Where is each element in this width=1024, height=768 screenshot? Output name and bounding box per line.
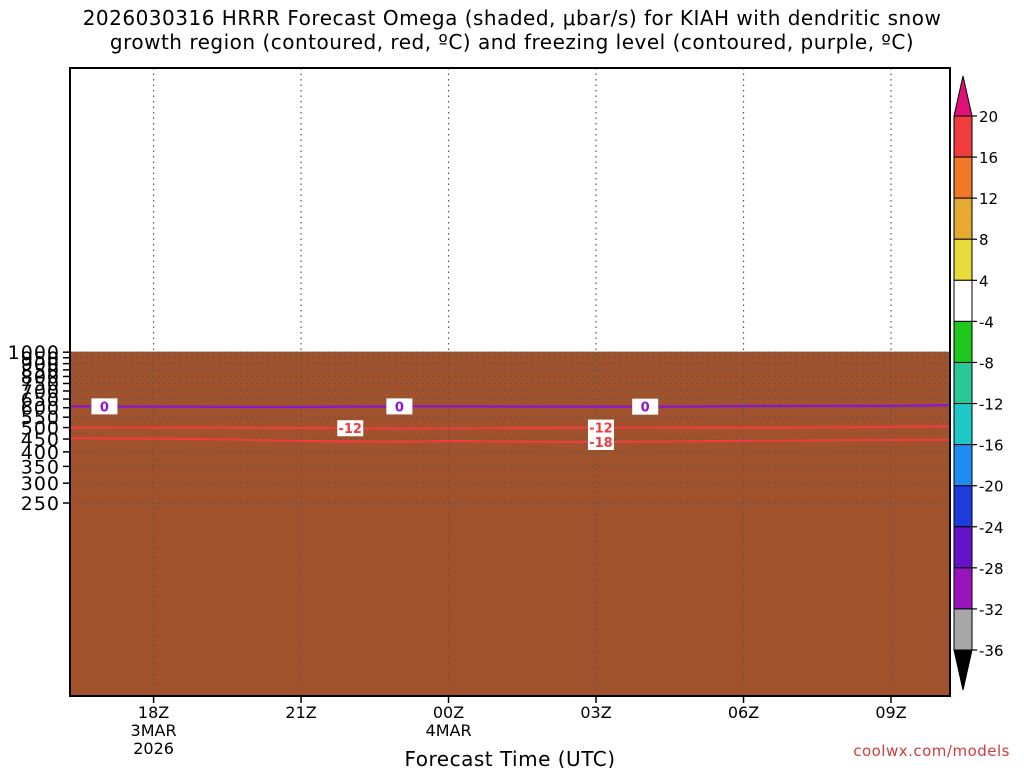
- isotherm-0-label-2: 0: [641, 401, 650, 416]
- y-tick-label-400: 400: [21, 442, 60, 464]
- colorbar-bin-2: [953, 197, 973, 240]
- colorbar-bottom-arrow: [953, 649, 973, 691]
- colorbar-bin-10: [953, 526, 973, 569]
- colorbar-label-bottom: -36: [979, 642, 1004, 660]
- y-tick-label-350: 350: [21, 456, 60, 478]
- x-tick-label-06Z: 06Z: [728, 703, 759, 722]
- colorbar-label-1: 16: [979, 149, 998, 167]
- colorbar-bin-9: [953, 485, 973, 528]
- isotherm--12-label-0: -12: [338, 422, 362, 437]
- ground-strip: [70, 351, 950, 696]
- isotherm--12-label-1: -12: [589, 422, 613, 437]
- isotherm--18-line: [70, 437, 950, 444]
- isotherm-0-label-1: 0: [395, 400, 404, 415]
- y-tick-label-700: 700: [21, 381, 60, 403]
- x-tick-label-21Z: 21Z: [285, 703, 316, 722]
- colorbar-bin-7: [953, 403, 973, 446]
- y-tick-label-950: 950: [21, 348, 60, 370]
- y-tick-label-550: 550: [21, 407, 60, 429]
- colorbar-bin-5: [953, 320, 973, 363]
- isotherm--18-label-0: -18: [589, 436, 613, 451]
- plot-frame: [69, 67, 951, 697]
- y-tick-label-600: 600: [21, 398, 60, 420]
- ground-layer: [70, 351, 950, 696]
- isotherm--12-label-bg-0: [337, 420, 364, 437]
- y-tick-label-1000: 1000: [8, 342, 60, 364]
- colorbar-label-7: -12: [979, 396, 1004, 414]
- x-tick-sublabel-18Z: 3MAR: [131, 721, 177, 740]
- chart-title: 2026030316 HRRR Forecast Omega (shaded, …: [0, 6, 1024, 54]
- colorbar-label-10: -24: [979, 519, 1004, 537]
- colorbar-bin-4: [953, 279, 973, 322]
- isotherm--12-line: [70, 425, 950, 430]
- y-axis: 2503003504004505005506006507007508008509…: [8, 342, 70, 515]
- y-tick-label-450: 450: [21, 429, 60, 451]
- colorbar-bin-11: [953, 567, 973, 610]
- colorbar-bin-0: [953, 115, 973, 158]
- isotherm--18-label-bg-0: [587, 433, 614, 450]
- isotherm--12-label-bg-1: [587, 419, 614, 436]
- x-axis-title: Forecast Time (UTC): [404, 747, 615, 768]
- credit-text: coolwx.com/models: [853, 742, 1010, 760]
- isotherm-0-label-bg-0: [91, 398, 118, 415]
- x-tick-label-00Z: 00Z: [433, 703, 464, 722]
- isotherm-0-label-0: 0: [100, 400, 109, 415]
- colorbar-label-6: -8: [979, 354, 994, 372]
- colorbar-label-9: -20: [979, 478, 1004, 496]
- colorbar-label-8: -16: [979, 437, 1004, 455]
- colorbar-label-3: 8: [979, 231, 989, 249]
- colorbar-label-12: -32: [979, 601, 1004, 619]
- colorbar-bin-8: [953, 444, 973, 487]
- colorbar-label-11: -28: [979, 560, 1004, 578]
- colorbar-legend: 20 16 12 8 4 -4 -8 -12 -16 -20 -24 -28 -32 -36: [953, 75, 1004, 691]
- isotherm-contours: -18-12 -120 0 0: [70, 398, 950, 451]
- colorbar-bin-3: [953, 238, 973, 281]
- isotherm-0-label-bg-2: [632, 398, 659, 415]
- y-tick-label-650: 650: [21, 389, 60, 411]
- chart-title-line2: growth region (contoured, red, ºC) and f…: [109, 30, 915, 54]
- colorbar-label-4: 4: [979, 272, 989, 290]
- y-tick-label-850: 850: [21, 360, 60, 382]
- isotherm-0-label-bg-1: [386, 398, 413, 415]
- colorbar-label-5: -4: [979, 313, 994, 331]
- y-tick-label-500: 500: [21, 418, 60, 440]
- y-tick-label-750: 750: [21, 373, 60, 395]
- y-tick-label-800: 800: [21, 366, 60, 388]
- colorbar-bin-12: [953, 608, 973, 651]
- y-tick-label-900: 900: [21, 354, 60, 376]
- isotherm-0-line: [70, 404, 950, 409]
- y-tick-label-250: 250: [21, 493, 60, 515]
- x-tick-label-03Z: 03Z: [580, 703, 611, 722]
- x-tick-sublabel-00Z: 4MAR: [426, 721, 472, 740]
- y-tick-label-300: 300: [21, 473, 60, 495]
- x-tick-label-18Z: 18Z: [138, 703, 169, 722]
- colorbar-label-0: 20: [979, 108, 998, 126]
- x-tick-year-18Z: 2026: [133, 739, 174, 758]
- colorbar-top-arrow: [953, 75, 973, 117]
- colorbar-label-2: 12: [979, 190, 998, 208]
- colorbar-bin-6: [953, 361, 973, 405]
- colorbar-bin-1: [953, 156, 973, 199]
- x-tick-label-09Z: 09Z: [875, 703, 906, 722]
- chart-title-line1: 2026030316 HRRR Forecast Omega (shaded, …: [82, 6, 942, 30]
